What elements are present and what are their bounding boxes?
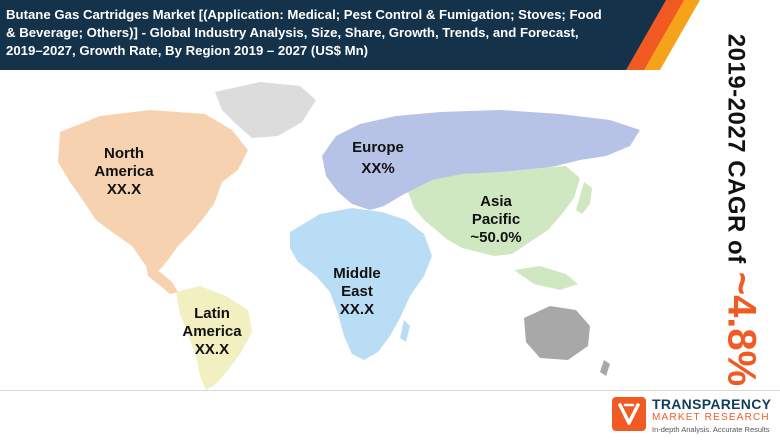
logo-name: TRANSPARENCY bbox=[652, 396, 772, 412]
company-logo: TRANSPARENCY MARKET RESEARCH In-depth An… bbox=[612, 394, 772, 436]
middle-east-africa-shape bbox=[290, 208, 432, 360]
world-map bbox=[58, 82, 640, 390]
region-asia-pacific: Asia Pacific ~50.0% bbox=[456, 193, 536, 247]
region-north-america-name-2: America bbox=[94, 163, 154, 180]
cagr-value: ~4.8% bbox=[719, 271, 764, 387]
logo-tagline: In-depth Analysis. Accurate Results bbox=[652, 425, 770, 434]
region-north-america-value: XX.X bbox=[106, 181, 142, 198]
southeast-asia-islands-shape bbox=[514, 266, 578, 290]
greenland-shape bbox=[215, 82, 316, 138]
header-banner: Butane Gas Cartridges Market [(Applicati… bbox=[0, 0, 700, 70]
region-middle-east-value: XX.X bbox=[339, 301, 375, 318]
region-asia-pacific-name-2: Pacific bbox=[471, 211, 521, 228]
cagr-callout: 2019-2027 CAGR of ~4.8% bbox=[705, 20, 777, 400]
madagascar-shape bbox=[400, 320, 410, 342]
new-zealand-shape bbox=[600, 360, 610, 376]
logo-subtitle: MARKET RESEARCH bbox=[652, 412, 770, 423]
latin-america-shape bbox=[176, 286, 252, 390]
cagr-label: 2019-2027 CAGR of bbox=[722, 33, 750, 264]
region-europe-name: Europe bbox=[352, 139, 404, 156]
region-middle-east-name-2: East bbox=[341, 283, 373, 300]
region-latin-america: Latin America XX.X bbox=[176, 305, 248, 359]
europe-shape bbox=[322, 110, 640, 210]
region-europe-value: XX% bbox=[361, 160, 395, 177]
page-title: Butane Gas Cartridges Market [(Applicati… bbox=[6, 7, 602, 58]
central-america-shape bbox=[146, 266, 178, 294]
asia-pacific-shape bbox=[408, 166, 580, 256]
footer-divider bbox=[0, 390, 780, 391]
region-europe: Europe XX% bbox=[342, 139, 414, 178]
japan-shape bbox=[576, 182, 592, 214]
logo-mark-icon bbox=[612, 397, 646, 431]
region-middle-east-name-1: Middle bbox=[333, 265, 381, 282]
oceania-shape bbox=[524, 306, 590, 360]
region-latin-america-name-2: America bbox=[182, 323, 242, 340]
north-america-shape bbox=[58, 110, 248, 274]
region-asia-pacific-name-1: Asia bbox=[480, 193, 512, 210]
header-navy-panel bbox=[0, 0, 666, 70]
header-background bbox=[0, 0, 700, 70]
region-north-america: North America XX.X bbox=[88, 145, 160, 199]
region-middle-east: Middle East XX.X bbox=[322, 265, 392, 319]
region-latin-america-name-1: Latin bbox=[194, 305, 230, 322]
region-asia-pacific-value: ~50.0% bbox=[470, 229, 522, 246]
region-north-america-name-1: North bbox=[104, 145, 144, 162]
region-latin-america-value: XX.X bbox=[194, 341, 230, 358]
